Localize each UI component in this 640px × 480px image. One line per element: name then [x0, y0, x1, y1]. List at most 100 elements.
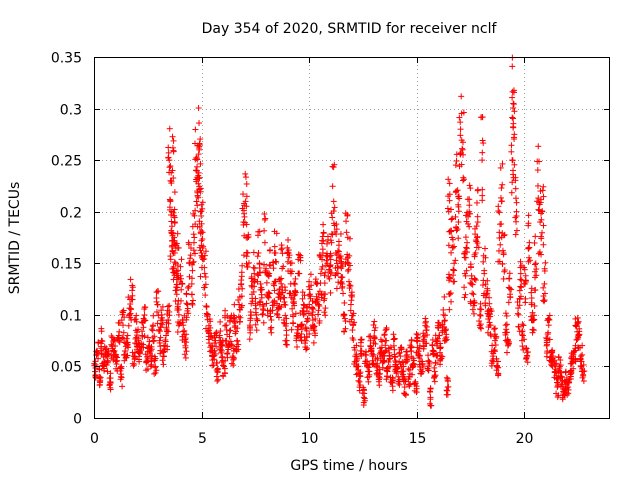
data-point-fill — [260, 303, 267, 310]
data-point-fill — [446, 306, 453, 313]
data-point-fill — [500, 275, 507, 282]
data-point-fill — [302, 340, 309, 347]
data-point-fill — [413, 330, 420, 337]
data-point-fill — [422, 319, 429, 326]
data-point-fill — [248, 273, 255, 280]
data-point-fill — [242, 170, 249, 177]
data-point-fill — [141, 311, 148, 318]
data-point-fill — [106, 375, 113, 382]
data-point-fill — [476, 318, 483, 325]
data-point-fill — [551, 369, 558, 376]
data-point-fill — [335, 238, 342, 245]
data-point-fill — [327, 289, 334, 296]
data-point-fill — [280, 294, 287, 301]
data-point-fill — [529, 317, 536, 324]
data-point-fill — [101, 365, 108, 372]
data-point-fill — [360, 402, 367, 409]
data-point-fill — [517, 258, 524, 265]
data-point-fill — [536, 201, 543, 208]
data-point-fill — [371, 318, 378, 325]
data-point-fill — [452, 213, 459, 220]
data-point-fill — [541, 298, 548, 305]
data-point — [397, 353, 404, 360]
data-point-fill — [197, 160, 204, 167]
data-point-fill — [443, 331, 450, 338]
data-point-fill — [531, 268, 538, 275]
data-point-fill — [383, 337, 390, 344]
data-point-fill — [125, 322, 132, 329]
data-point-fill — [366, 333, 373, 340]
data-point-fill — [190, 231, 197, 238]
y-tick-label: 0 — [73, 412, 82, 428]
data-point-fill — [315, 307, 322, 314]
data-point-fill — [501, 231, 508, 238]
data-point-fill — [459, 139, 466, 146]
data-point-fill — [515, 305, 522, 312]
data-point-fill — [289, 305, 296, 312]
data-point-fill — [457, 150, 464, 157]
data-point-fill — [269, 259, 276, 266]
data-point-fill — [358, 336, 365, 343]
data-point-fill — [347, 307, 354, 314]
data-point-fill — [536, 207, 543, 214]
data-point-fill — [327, 250, 334, 257]
data-point-fill — [147, 347, 154, 354]
data-point-fill — [446, 274, 453, 281]
data-point-fill — [252, 321, 259, 328]
data-point-fill — [347, 283, 354, 290]
data-point — [483, 291, 490, 298]
data-point-fill — [524, 359, 531, 366]
data-point-fill — [101, 343, 108, 350]
data-point-fill — [383, 376, 390, 383]
data-point-fill — [451, 243, 458, 250]
data-point-fill — [509, 63, 516, 70]
data-point-fill — [244, 234, 251, 241]
data-point-fill — [191, 250, 198, 257]
data-point-fill — [462, 272, 469, 279]
x-tick-label: 15 — [409, 431, 427, 447]
data-point-fill — [217, 318, 224, 325]
data-point-fill — [177, 272, 184, 279]
data-point-fill — [164, 343, 171, 350]
data-point-fill — [187, 252, 194, 259]
data-point-fill — [473, 199, 480, 206]
data-point-fill — [437, 344, 444, 351]
data-point-fill — [480, 140, 487, 147]
data-point-fill — [123, 335, 130, 342]
data-point-fill — [541, 290, 548, 297]
data-point-fill — [462, 254, 469, 261]
data-point-fill — [204, 313, 211, 320]
data-point-fill — [299, 289, 306, 296]
data-point-fill — [510, 105, 517, 112]
data-point-fill — [322, 305, 329, 312]
data-point-fill — [498, 220, 505, 227]
data-point-fill — [458, 161, 465, 168]
data-point-fill — [130, 362, 137, 369]
data-point-fill — [359, 390, 366, 397]
data-point — [451, 260, 458, 267]
data-point-fill — [545, 316, 552, 323]
data-point — [335, 270, 342, 277]
data-point-fill — [169, 144, 176, 151]
data-point-fill — [193, 167, 200, 174]
data-point-fill — [318, 240, 325, 247]
data-point-fill — [479, 149, 486, 156]
data-point-fill — [410, 360, 417, 367]
data-point-fill — [454, 226, 461, 233]
data-point-fill — [443, 336, 450, 343]
data-point-fill — [284, 258, 291, 265]
data-point — [175, 311, 182, 318]
data-point — [111, 347, 118, 354]
data-point-fill — [435, 319, 442, 326]
data-point-fill — [533, 266, 540, 273]
data-point-fill — [458, 110, 465, 117]
data-point-fill — [528, 285, 535, 292]
data-point-fill — [491, 348, 498, 355]
data-point-fill — [293, 335, 300, 342]
data-point-fill — [389, 374, 396, 381]
data-point-fill — [510, 87, 517, 94]
data-point-fill — [243, 249, 250, 256]
data-point-fill — [198, 237, 205, 244]
data-point-fill — [475, 244, 482, 251]
data-point-fill — [427, 402, 434, 409]
